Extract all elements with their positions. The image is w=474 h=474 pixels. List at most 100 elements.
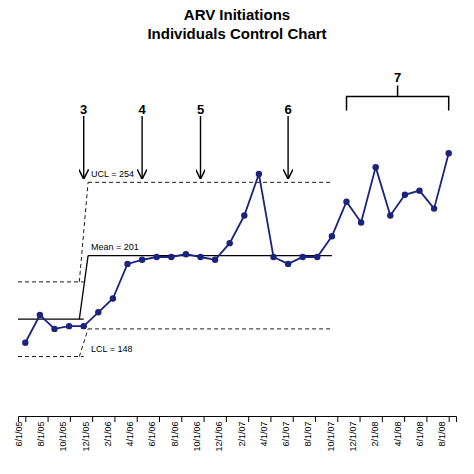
data-point [402, 192, 408, 198]
x-tick: 6/1/07 [281, 416, 293, 446]
x-tick: 2/1/08 [370, 416, 382, 446]
x-tick: 10/1/07 [326, 416, 338, 451]
x-tick: 8/1/05 [36, 416, 48, 446]
data-point [343, 198, 349, 204]
x-tick: 8/1/08 [437, 416, 449, 446]
data-point [95, 309, 101, 315]
x-tick: 10/1/05 [58, 416, 70, 451]
data-point [358, 219, 364, 225]
x-tick-mark [248, 416, 249, 422]
x-tick-label: 2/1/07 [237, 421, 247, 446]
x-tick-mark [92, 416, 93, 422]
x-axis-line [19, 417, 457, 423]
x-tick-label: 6/1/07 [281, 421, 291, 446]
x-tick-mark [404, 416, 405, 422]
x-tick-mark [25, 416, 26, 422]
subtitle: Individuals Control Chart [147, 25, 326, 42]
data-point [256, 171, 262, 177]
annotation-arrow [83, 116, 84, 178]
x-tick-mark [382, 416, 383, 422]
x-tick-label: 2/1/06 [103, 421, 113, 446]
x-tick-label: 4/1/08 [393, 421, 403, 446]
data-point [124, 261, 130, 267]
x-tick-mark [114, 416, 115, 422]
x-tick-label: 6/1/05 [14, 421, 24, 446]
chart: 6/1/05 8/1/05 10/1/05 12/1/05 2/1/06 4/1/06 6/… [0, 0, 474, 474]
data-point [212, 257, 218, 263]
annotations: UCL = 254Mean = 201LCL = 14834567 [80, 70, 449, 354]
x-tick: 6/1/06 [147, 416, 159, 446]
bracket [347, 86, 449, 111]
x-tick-label: 12/1/05 [81, 421, 91, 451]
data-point [446, 150, 452, 156]
x-tick-mark [270, 416, 271, 422]
data-point [37, 312, 43, 318]
x-tick-label: 8/1/06 [170, 421, 180, 446]
x-tick: 2/1/06 [103, 416, 115, 446]
x-tick-mark [293, 416, 294, 422]
x-tick-mark [48, 416, 49, 422]
data-point [314, 254, 320, 260]
mean-line [88, 255, 332, 256]
plot-area [18, 150, 452, 356]
annotation-label: 5 [197, 102, 204, 117]
data-point [154, 254, 160, 260]
annotation-arrow [287, 116, 288, 178]
x-tick-mark [137, 416, 138, 422]
ucl-line [88, 182, 332, 183]
data-point [22, 340, 28, 346]
x-tick: 12/1/05 [81, 416, 93, 451]
lcl-line [88, 328, 332, 329]
data-point [139, 257, 145, 263]
data-line [25, 153, 448, 342]
data-point [168, 254, 174, 260]
annotation-label: 6 [284, 102, 291, 117]
title: ARV Initiations [184, 6, 290, 23]
mean-line [18, 319, 84, 320]
x-tick-label: 12/1/07 [348, 421, 358, 451]
x-tick-mark [70, 416, 71, 422]
x-tick: 4/1/08 [393, 416, 405, 446]
lcl-label: LCL = 148 [91, 344, 132, 354]
x-tick: 10/1/06 [192, 416, 204, 451]
data-point [329, 233, 335, 239]
x-tick: 4/1/06 [125, 416, 137, 446]
x-tick-mark [426, 416, 427, 422]
data-point [387, 212, 393, 218]
x-tick-label: 8/1/07 [303, 421, 313, 446]
x-tick-mark [181, 416, 182, 422]
data-point [241, 212, 247, 218]
annotation-arrow [141, 116, 142, 178]
data-point [227, 240, 233, 246]
data-point [51, 326, 57, 332]
x-tick-mark [337, 416, 338, 422]
annotation-label: 3 [80, 102, 87, 117]
x-tick-mark [204, 416, 205, 422]
data-point [183, 251, 189, 257]
x-tick-mark [159, 416, 160, 422]
x-tick-mark [226, 416, 227, 422]
x-tick: 8/1/07 [303, 416, 315, 446]
annotation-label: 4 [138, 102, 146, 117]
mean-transition [79, 256, 88, 320]
bracket-label: 7 [394, 70, 401, 85]
data-point [416, 187, 422, 193]
data-point [110, 295, 116, 301]
annotation-arrow [200, 116, 201, 178]
x-tick-label: 10/1/07 [326, 421, 336, 451]
x-tick: 6/1/05 [14, 416, 26, 446]
x-tick-mark [449, 416, 450, 422]
x-tick: 8/1/06 [170, 416, 182, 446]
x-tick-label: 10/1/06 [192, 421, 202, 451]
x-tick: 12/1/07 [348, 416, 360, 451]
x-tick-mark [360, 416, 361, 422]
x-tick-label: 10/1/05 [58, 421, 68, 451]
x-tick-mark [315, 416, 316, 422]
data-point [81, 323, 87, 329]
x-tick: 6/1/08 [415, 416, 427, 446]
data-point [373, 164, 379, 170]
x-tick-label: 6/1/08 [415, 421, 425, 446]
data-point [197, 254, 203, 260]
x-tick-label: 8/1/08 [437, 421, 447, 446]
x-tick-label: 4/1/07 [259, 421, 269, 446]
